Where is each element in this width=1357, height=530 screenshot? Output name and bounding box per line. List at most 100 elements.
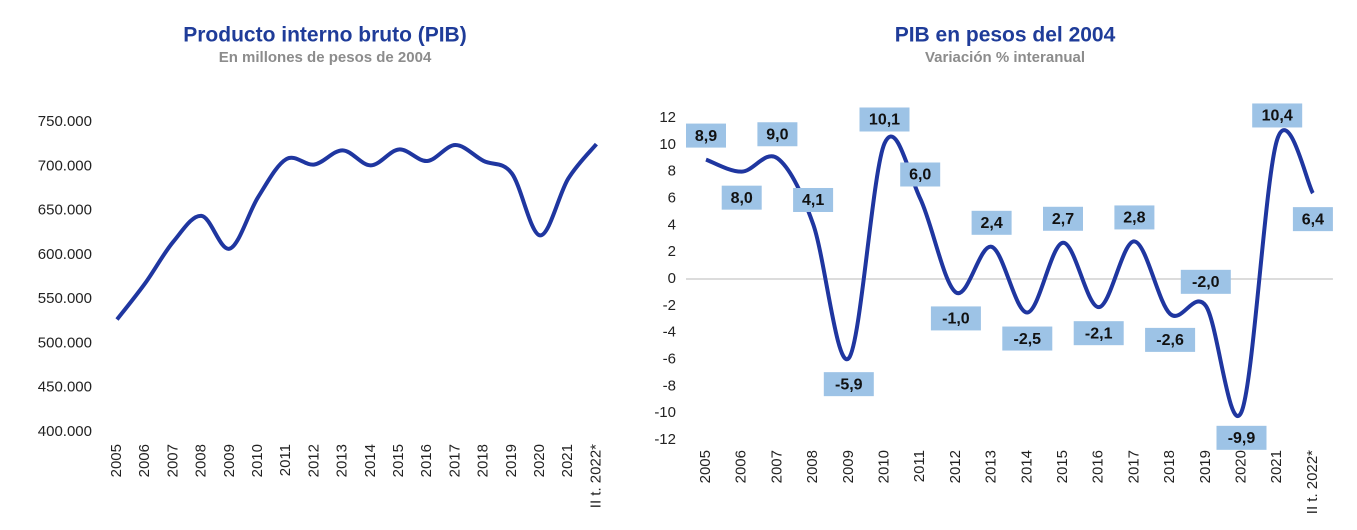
y-tick-label: 450.000 [38,379,92,396]
data-label: 9,0 [766,126,788,143]
chart-subtitle: En millones de pesos de 2004 [219,49,432,66]
label-box [1114,205,1155,230]
label-box [1002,326,1053,351]
x-tick-label: 2009 [840,450,857,483]
data-label: -2,5 [1014,331,1042,348]
x-tick-label: 2017 [446,444,463,477]
x-tick-label: 2014 [362,444,379,477]
x-tick-label: 2020 [1232,450,1249,483]
x-tick-label: 2012 [947,450,964,483]
x-tick-label: 2016 [418,444,435,477]
label-box [1252,103,1303,128]
y-tick-label: -2 [663,297,676,314]
label-box [1043,206,1083,231]
x-tick-label: 2020 [531,444,548,477]
line [705,128,1315,418]
y-tick-label: 700.000 [38,157,92,174]
x-tick-label: 2008 [193,444,210,477]
x-tick-label: 2011 [911,450,928,482]
data-label: 6,0 [909,167,931,184]
line [115,142,598,321]
x-tick-label: 2015 [390,444,407,477]
y-tick-label: 400.000 [38,423,92,440]
x-tick-label: 2021 [559,444,576,477]
data-label: 10,4 [1262,108,1293,125]
x-tick-label: 2010 [249,444,266,477]
y-tick-label: 550.000 [38,290,92,307]
y-tick-label: 750.000 [38,113,92,130]
data-label: -5,9 [835,376,863,393]
x-tick-label: 2015 [1054,450,1071,483]
y-tick-label: 12 [659,109,676,126]
x-tick-label: 2012 [305,444,322,477]
x-tick-label: 2013 [334,444,351,477]
x-tick-label: 2007 [164,444,181,477]
label-box [930,306,981,331]
x-tick-label: 2010 [875,450,892,483]
y-tick-label: 650.000 [38,202,92,219]
data-label: -2,1 [1085,325,1113,342]
label-box [1180,269,1231,294]
y-tick-label: -10 [654,404,676,421]
x-tick-label: 2011 [277,444,294,476]
x-tick-label: 2006 [136,444,153,477]
label-box [859,107,910,132]
label-box [686,123,726,148]
x-tick-label: 2007 [768,450,785,483]
y-tick-label: -12 [654,431,676,448]
label-box [1073,321,1124,346]
x-tick-label: 2019 [1197,450,1214,483]
label-box [900,162,941,187]
data-label: 2,7 [1052,211,1074,228]
label-box [1292,207,1333,232]
data-label: -2,0 [1192,274,1220,291]
data-label: -9,9 [1228,430,1256,447]
label-box [823,372,874,397]
y-tick-label: -8 [663,377,676,394]
data-label: 2,4 [980,215,1002,232]
y-tick-label: 10 [659,136,676,153]
y-tick-label: -4 [663,324,676,341]
chart-subtitle: Variación % interanual [925,49,1085,66]
x-tick-label: 2006 [733,450,750,483]
x-tick-label: 2021 [1268,450,1285,483]
x-tick-label: II t. 2022* [587,444,604,508]
x-tick-label: 2014 [1018,450,1035,483]
label-box [721,185,762,210]
y-tick-label: 600.000 [38,246,92,263]
x-tick-label: 2005 [108,444,125,477]
data-label: 6,4 [1302,211,1324,228]
chart-title: PIB en pesos del 2004 [895,24,1116,47]
y-tick-label: 8 [668,163,676,180]
data-label: 4,1 [802,192,824,209]
y-tick-label: 500.000 [38,334,92,351]
x-tick-label: 2009 [221,444,238,477]
chart-title: Producto interno bruto (PIB) [183,24,466,47]
x-tick-label: 2017 [1125,450,1142,483]
data-label: 8,0 [731,190,753,207]
x-tick-label: 2008 [804,450,821,483]
x-tick-label: 2016 [1090,450,1107,483]
label-box [793,187,834,212]
x-tick-label: 2018 [475,444,492,477]
x-tick-label: 2018 [1161,450,1178,483]
y-tick-label: 4 [668,216,676,233]
label-box [971,210,1012,235]
data-label: -1,0 [942,311,970,328]
data-label: 2,8 [1123,210,1145,227]
y-tick-label: 6 [668,189,676,206]
data-label: 8,9 [695,128,717,145]
x-tick-label: 2005 [697,450,714,483]
x-tick-label: II t. 2022* [1304,450,1321,514]
label-box [1216,425,1267,450]
y-tick-label: 2 [668,243,676,260]
x-tick-label: 2019 [503,444,520,477]
data-label: 10,1 [869,112,900,129]
label-box [1145,327,1196,352]
data-label: -2,6 [1156,332,1184,349]
label-box [757,122,798,147]
x-tick-label: 2013 [983,450,1000,483]
y-tick-label: -6 [663,350,676,367]
y-tick-label: 0 [668,270,676,287]
